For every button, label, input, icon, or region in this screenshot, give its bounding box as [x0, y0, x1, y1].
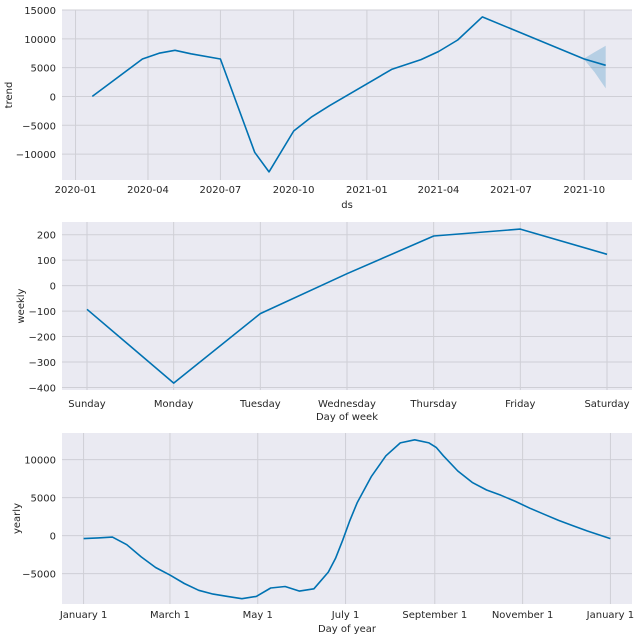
x-tick-label: Friday: [505, 399, 535, 410]
y-tick-label: 100: [37, 256, 56, 267]
x-tick-label: 2020-01: [55, 185, 97, 196]
x-tick-label: January 1: [59, 610, 107, 621]
y-tick-label: −400: [29, 383, 56, 394]
x-tick-label: Tuesday: [239, 399, 281, 410]
x-axis-label: Day of week: [316, 412, 378, 423]
x-tick-label: Sunday: [68, 399, 105, 410]
y-axis-label: yearly: [12, 503, 23, 534]
y-tick-label: −100: [29, 307, 56, 318]
x-tick-label: May 1: [243, 610, 273, 621]
y-tick-label: 5000: [31, 64, 56, 75]
x-tick-label: Monday: [154, 399, 194, 410]
x-tick-label: 2021-10: [563, 185, 605, 196]
x-tick-label: September 1: [402, 610, 467, 621]
y-axis-label: weekly: [16, 288, 27, 323]
series-line: [83, 439, 611, 600]
y-tick-label: 0: [50, 532, 56, 543]
x-tick-label: 2020-07: [200, 185, 242, 196]
x-axis-label: Day of year: [318, 624, 377, 635]
x-tick-label: Thursday: [409, 399, 457, 410]
uncertainty-band: [584, 45, 606, 89]
x-tick-label: 2021-07: [490, 185, 532, 196]
y-tick-label: −5000: [22, 121, 56, 132]
plot-area: [62, 433, 632, 604]
y-tick-label: 15000: [24, 6, 56, 17]
y-tick-label: 10000: [24, 456, 56, 467]
y-tick-label: 0: [50, 282, 56, 293]
x-tick-label: 2020-10: [273, 185, 315, 196]
y-tick-label: −10000: [16, 150, 56, 161]
x-tick-label: January 1: [586, 610, 634, 621]
x-tick-label: March 1: [150, 610, 190, 621]
y-tick-label: −300: [29, 358, 56, 369]
x-tick-label: Saturday: [584, 399, 629, 410]
x-tick-label: 2020-04: [127, 185, 169, 196]
x-axis-label: ds: [341, 200, 353, 211]
y-tick-label: 10000: [24, 35, 56, 46]
y-tick-label: 5000: [31, 494, 56, 505]
x-tick-label: 2021-01: [346, 185, 388, 196]
series-line: [86, 228, 608, 384]
y-tick-label: 200: [37, 231, 56, 242]
y-tick-label: −5000: [22, 570, 56, 581]
x-tick-label: July 1: [331, 610, 360, 621]
y-axis-label: trend: [4, 82, 15, 109]
x-tick-label: 2021-04: [418, 185, 460, 196]
y-tick-label: −200: [29, 333, 56, 344]
y-tick-label: 0: [50, 92, 56, 103]
x-tick-label: Wednesday: [318, 399, 376, 410]
x-tick-label: November 1: [492, 610, 554, 621]
series-line: [91, 16, 606, 173]
